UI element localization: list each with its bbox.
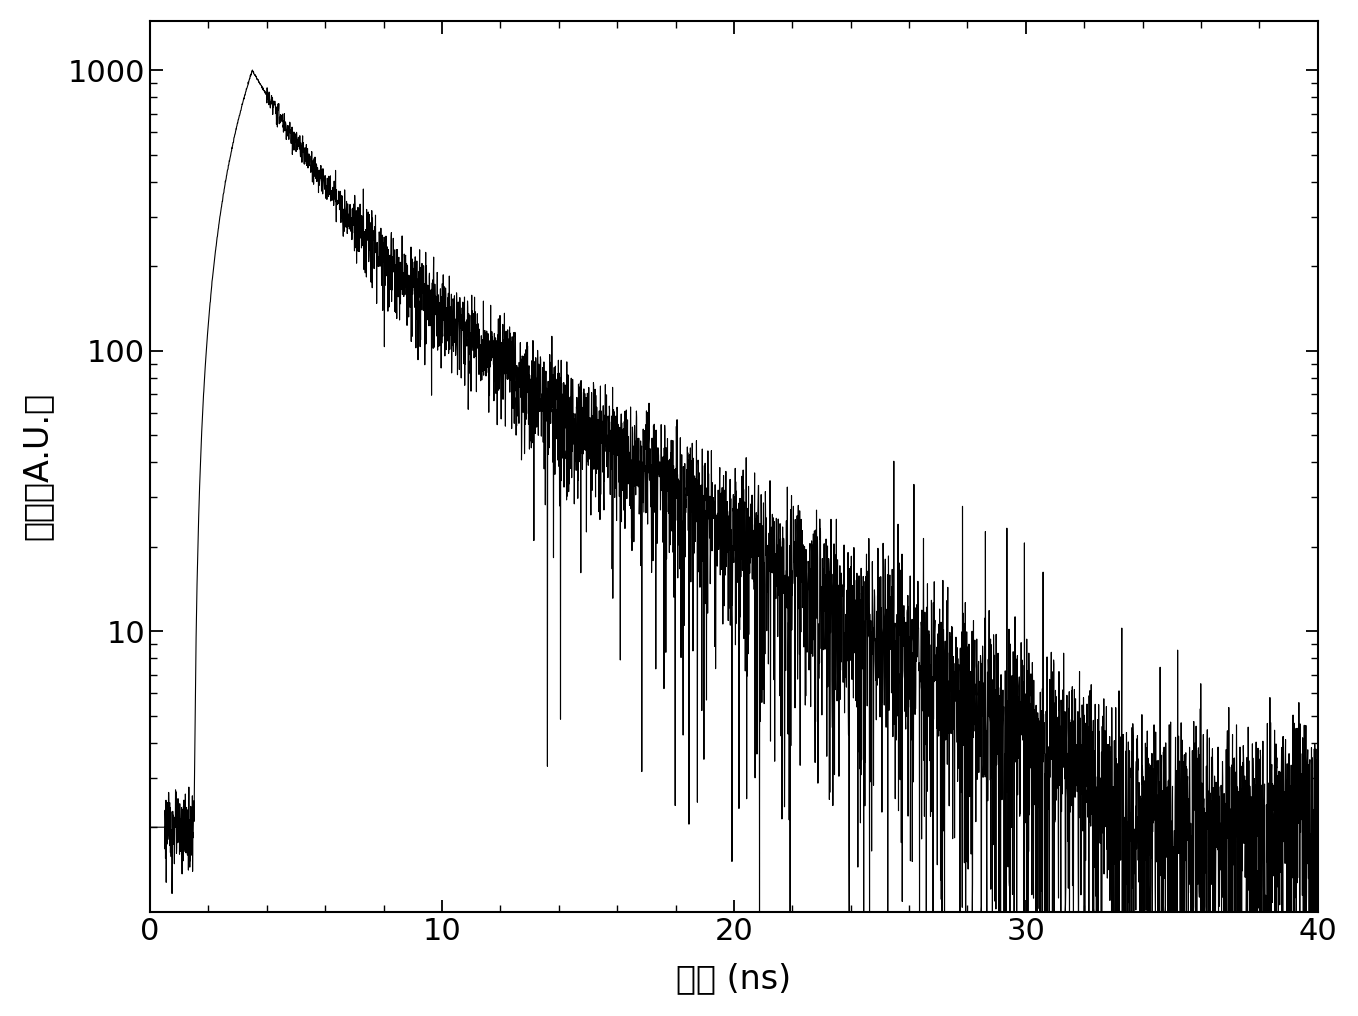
Y-axis label: 强度（A.U.）: 强度（A.U.） <box>20 392 54 541</box>
X-axis label: 时间 (ns): 时间 (ns) <box>676 962 792 995</box>
